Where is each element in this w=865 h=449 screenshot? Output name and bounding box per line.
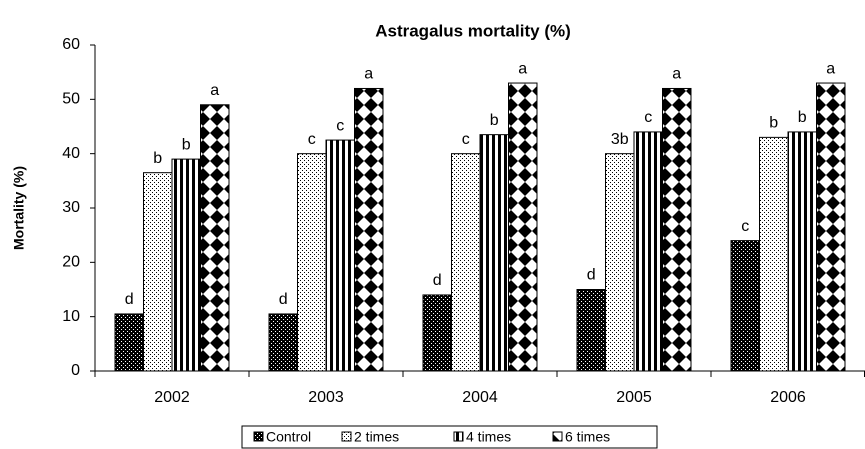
legend-label: 6 times	[565, 429, 610, 445]
bar	[662, 87, 692, 372]
legend-swatch	[341, 431, 352, 442]
bar-annotation: a	[672, 66, 681, 83]
bar	[730, 240, 760, 372]
x-tick-label: 2002	[154, 389, 190, 406]
bar-annotation: c	[462, 131, 470, 148]
x-tick-label: 2004	[462, 389, 498, 406]
y-axis-label: Mortality (%)	[11, 166, 27, 250]
x-tick-label: 2005	[616, 389, 652, 406]
legend-label: Control	[266, 429, 311, 445]
bar	[816, 82, 846, 372]
legend-label: 2 times	[354, 429, 399, 445]
bar-annotation: d	[279, 291, 288, 308]
bar-annotation: a	[210, 82, 219, 99]
bar	[451, 153, 481, 372]
bar-annotation: c	[308, 131, 316, 148]
chart-title: Astragalus mortality (%)	[375, 21, 571, 40]
legend-label: 4 times	[466, 429, 511, 445]
bar	[576, 289, 606, 372]
bar-annotation: a	[364, 66, 373, 83]
y-tick-label: 30	[62, 199, 80, 216]
bar	[114, 313, 144, 372]
bar-annotation: b	[490, 112, 499, 129]
bar	[422, 294, 452, 372]
bar	[787, 131, 817, 372]
y-tick-label: 40	[62, 145, 80, 162]
bar	[200, 104, 230, 372]
bar-annotation: c	[741, 218, 749, 235]
legend-swatch	[552, 431, 563, 442]
bar	[759, 136, 789, 372]
y-tick-label: 0	[71, 362, 80, 379]
bar	[268, 313, 298, 372]
bar-annotation: b	[769, 115, 778, 132]
y-tick-label: 50	[62, 91, 80, 108]
bar	[479, 134, 509, 372]
x-tick-label: 2003	[308, 389, 344, 406]
bar-annotation: b	[182, 136, 191, 153]
bar-annotation: a	[826, 60, 835, 77]
bar	[171, 158, 201, 372]
bar	[325, 139, 355, 372]
bar	[633, 131, 663, 372]
bar-annotation: c	[336, 117, 344, 134]
bar-annotation: b	[153, 150, 162, 167]
legend-swatch	[253, 431, 264, 442]
bar-annotation: b	[798, 109, 807, 126]
bar-annotation: 3b	[611, 131, 629, 148]
bar	[143, 172, 173, 372]
bar	[605, 153, 635, 372]
bar-annotation: d	[587, 267, 596, 284]
bar-annotation: d	[125, 291, 134, 308]
bar	[297, 153, 327, 372]
legend-swatch	[453, 431, 464, 442]
bar	[508, 82, 538, 372]
bar-annotation: d	[433, 272, 442, 289]
x-tick-label: 2006	[770, 389, 806, 406]
y-tick-label: 10	[62, 308, 80, 325]
bar-annotation: c	[644, 109, 652, 126]
y-tick-label: 20	[62, 254, 80, 271]
y-tick-label: 60	[62, 36, 80, 53]
bar-annotation: a	[518, 60, 527, 77]
bar	[354, 87, 384, 372]
